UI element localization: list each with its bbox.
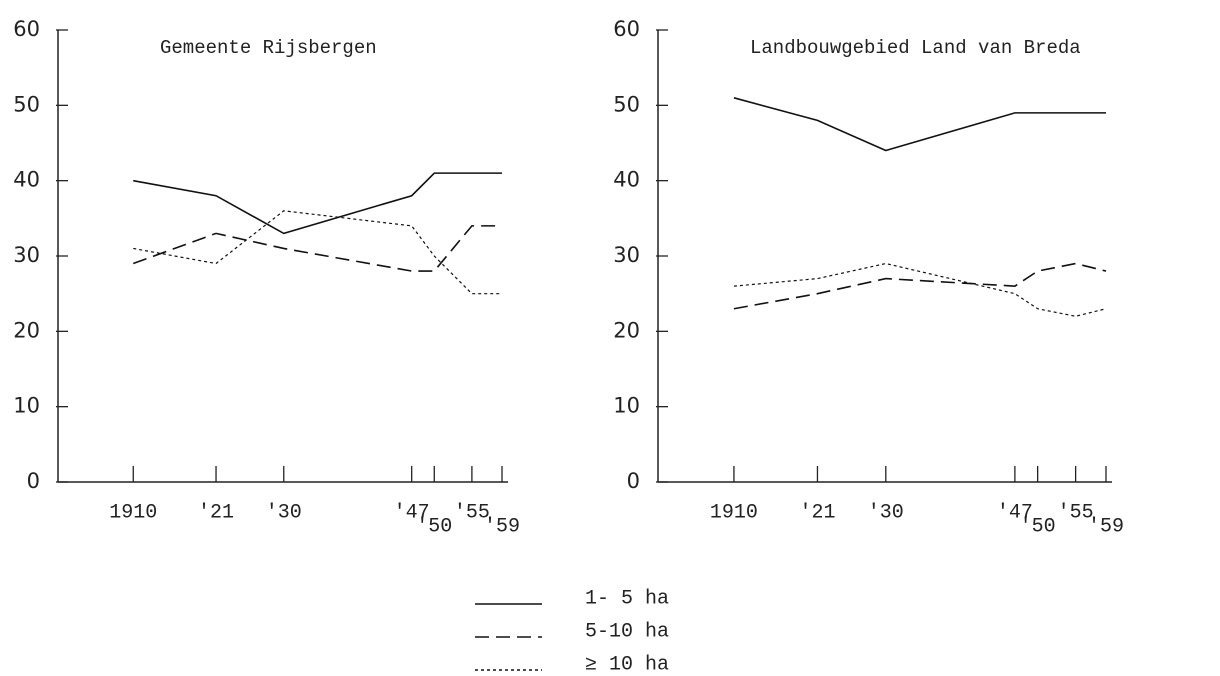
series-line (733, 262, 1107, 317)
x-tick-label: '55 (454, 501, 490, 524)
y-tick-label: 50 (613, 92, 640, 116)
chart-title: Gemeente Rijsbergen (160, 37, 377, 59)
y-tick-label: 20 (613, 318, 640, 342)
legend-label: 5-10 ha (585, 620, 669, 643)
x-tick-label: 1910 (710, 501, 758, 524)
series-line (133, 172, 502, 235)
x-tick-label: 1910 (109, 501, 157, 524)
y-tick-label: 40 (13, 168, 40, 192)
y-tick-label: 40 (613, 168, 640, 192)
legend-label: 1- 5 ha (585, 587, 669, 610)
x-tick-label: '59 (484, 515, 520, 538)
x-tick-label: '47 (997, 501, 1033, 524)
series-line (133, 210, 502, 295)
y-tick-label: 10 (613, 394, 640, 418)
x-tick-label: '30 (868, 501, 904, 524)
x-tick-label: '47 (394, 501, 430, 524)
x-tick-label: '55 (1058, 501, 1094, 524)
x-tick-label: '21 (799, 501, 835, 524)
chart-title: Landbouwgebied Land van Breda (750, 37, 1081, 59)
y-tick-label: 60 (13, 17, 40, 41)
y-tick-label: 0 (627, 469, 640, 493)
series-line (132, 225, 502, 272)
y-tick-label: 10 (13, 394, 40, 418)
x-tick-label: '30 (266, 501, 302, 524)
x-tick-label: '50 (416, 515, 452, 538)
y-tick-label: 0 (27, 469, 40, 493)
y-tick-label: 60 (613, 17, 640, 41)
y-tick-label: 20 (13, 318, 40, 342)
x-tick-label: '50 (1020, 515, 1056, 538)
y-tick-label: 50 (13, 92, 40, 116)
x-tick-label: '21 (198, 501, 234, 524)
legend-label: ≥ 10 ha (585, 653, 669, 676)
x-tick-label: '59 (1088, 515, 1124, 538)
series-line (733, 262, 1107, 310)
y-tick-label: 30 (13, 243, 40, 267)
series-line (733, 97, 1106, 152)
y-tick-label: 30 (613, 243, 640, 267)
